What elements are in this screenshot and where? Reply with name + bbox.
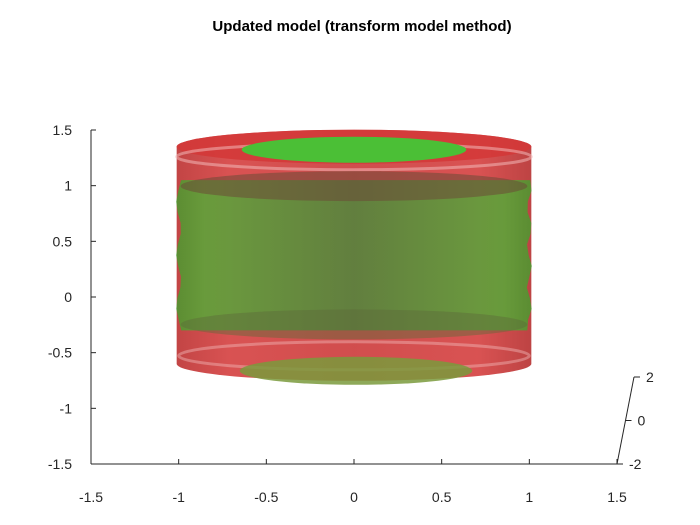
z-tick-label: 1 <box>64 178 72 194</box>
z-tick-label: 0 <box>64 289 72 305</box>
cylinder-model <box>175 129 533 385</box>
z-tick-label: -1.5 <box>48 456 72 472</box>
x-ticks: -1.5 -1 -0.5 0 0.5 1 1.5 <box>79 459 627 505</box>
z-tick-label: 1.5 <box>53 122 73 138</box>
green-band-top-edge <box>180 171 528 202</box>
z-ticks: -1.5 -1 -0.5 0 0.5 1 1.5 <box>48 122 96 472</box>
z-tick-label: -0.5 <box>48 345 72 361</box>
x-tick-label: 1 <box>525 489 533 505</box>
x-tick-label: -1.5 <box>79 489 103 505</box>
x-tick-label: 0.5 <box>432 489 452 505</box>
y-tick-label: 2 <box>646 369 654 385</box>
y-tick-label: 0 <box>638 413 646 429</box>
green-top-cap <box>241 136 467 163</box>
chart-title: Updated model (transform model method) <box>212 18 511 35</box>
green-cylinder-side <box>176 180 532 331</box>
y-ticks: -2 0 2 <box>617 369 654 472</box>
z-tick-label: -1 <box>60 400 73 416</box>
x-tick-label: -0.5 <box>254 489 278 505</box>
green-bottom-cap <box>239 356 473 385</box>
x-tick-label: -1 <box>172 489 185 505</box>
green-band-bottom-edge <box>180 309 528 340</box>
x-tick-label: 0 <box>350 489 358 505</box>
x-tick-label: 1.5 <box>607 489 627 505</box>
y-tick-label: -2 <box>629 456 642 472</box>
z-tick-label: 0.5 <box>53 233 73 249</box>
